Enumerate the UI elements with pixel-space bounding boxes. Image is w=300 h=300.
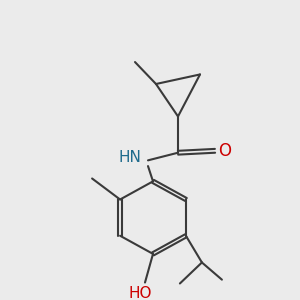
Text: HN: HN	[118, 150, 141, 165]
Text: HO: HO	[128, 286, 152, 300]
Text: O: O	[218, 142, 232, 160]
